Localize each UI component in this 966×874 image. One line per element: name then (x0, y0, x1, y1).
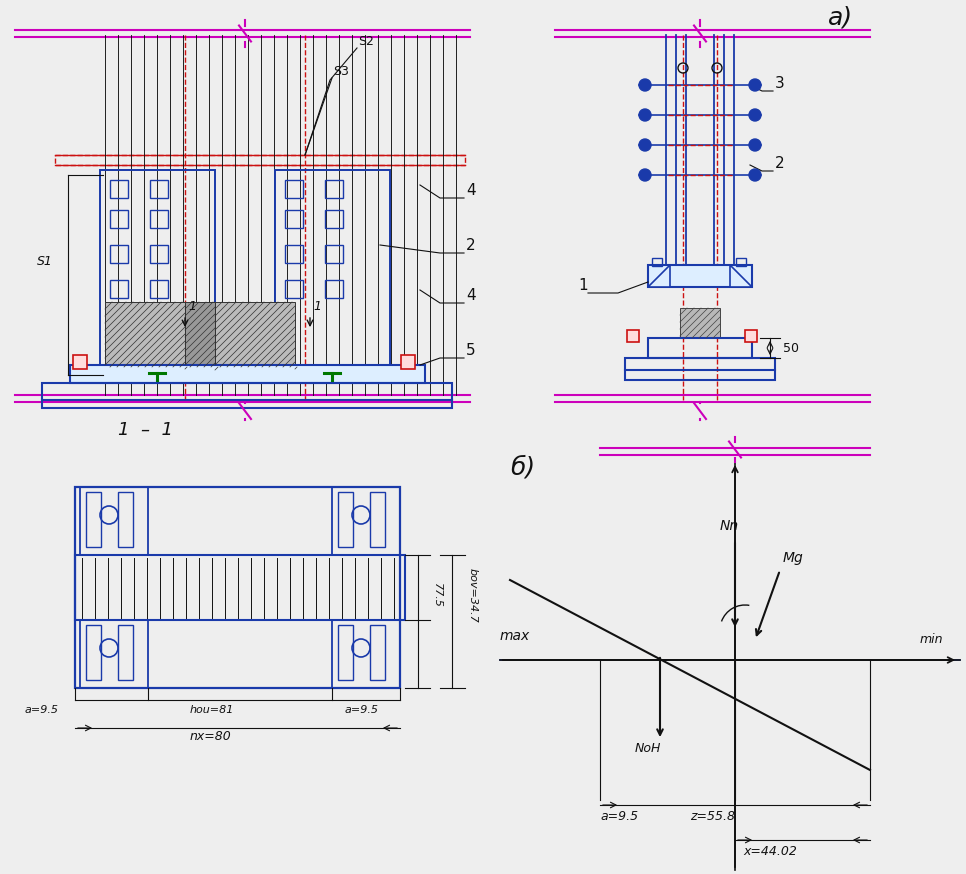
Bar (185, 302, 215, 367)
Bar (325, 280, 343, 298)
Bar (86, 625, 101, 680)
Polygon shape (730, 265, 752, 287)
Text: Nn: Nn (720, 519, 739, 533)
Bar (73, 355, 87, 369)
Bar (736, 258, 746, 266)
Bar (80, 487, 148, 555)
Circle shape (639, 79, 651, 91)
Text: 77.5: 77.5 (432, 583, 442, 607)
Bar (55, 155, 465, 165)
Bar (401, 355, 415, 369)
Text: 2: 2 (466, 238, 475, 253)
Bar (86, 492, 101, 547)
Bar (627, 330, 639, 342)
Bar (75, 555, 405, 620)
Text: z=55.8: z=55.8 (690, 810, 735, 823)
Bar (648, 338, 752, 358)
Circle shape (639, 139, 651, 151)
Text: 4: 4 (466, 288, 475, 303)
Bar (110, 280, 128, 298)
Circle shape (749, 79, 761, 91)
Bar (745, 330, 757, 342)
Bar (285, 245, 303, 263)
Bar (150, 180, 168, 198)
Bar (137, 368, 153, 376)
Bar (150, 210, 168, 228)
Text: nx=80: nx=80 (189, 730, 231, 743)
Bar (75, 487, 400, 688)
Text: б): б) (510, 456, 535, 480)
Bar (680, 308, 720, 338)
Bar (215, 302, 295, 367)
Bar (325, 210, 343, 228)
Text: bov=34.7: bov=34.7 (468, 567, 478, 622)
Bar (325, 245, 343, 263)
Text: 1: 1 (578, 278, 587, 293)
Text: 2: 2 (775, 156, 784, 171)
Bar (625, 358, 775, 380)
Bar (285, 180, 303, 198)
Text: 3: 3 (775, 76, 784, 91)
Bar (332, 487, 400, 555)
Bar (118, 492, 133, 547)
Text: S2: S2 (358, 35, 374, 48)
Text: 1  –  1: 1 – 1 (118, 421, 173, 439)
Bar (325, 180, 343, 198)
Bar (70, 365, 425, 383)
Bar (118, 625, 133, 680)
Text: а): а) (828, 6, 853, 30)
Bar (150, 245, 168, 263)
Text: hou=81: hou=81 (190, 705, 235, 715)
Bar (307, 368, 323, 376)
Circle shape (749, 139, 761, 151)
Bar (80, 620, 148, 688)
Bar (150, 280, 168, 298)
Text: Mg: Mg (783, 551, 804, 565)
Text: NoH: NoH (635, 742, 662, 755)
Text: x=44.02: x=44.02 (743, 845, 797, 858)
Bar (105, 302, 185, 367)
Bar (110, 245, 128, 263)
Bar (275, 170, 390, 370)
Text: min: min (920, 633, 944, 646)
Text: 4: 4 (466, 183, 475, 198)
Bar (370, 625, 385, 680)
Bar (110, 210, 128, 228)
Text: a=9.5: a=9.5 (25, 705, 59, 715)
Bar (652, 258, 662, 266)
Bar (332, 620, 400, 688)
Text: a=9.5: a=9.5 (600, 810, 639, 823)
Text: S1: S1 (37, 255, 53, 268)
Bar (648, 265, 752, 287)
Polygon shape (648, 265, 670, 287)
Bar (42, 383, 452, 408)
Text: max: max (500, 629, 530, 643)
Bar (285, 280, 303, 298)
Text: 1: 1 (188, 300, 196, 313)
Circle shape (749, 109, 761, 121)
Text: 1: 1 (313, 300, 321, 313)
Circle shape (639, 169, 651, 181)
Bar (338, 492, 353, 547)
Bar (338, 625, 353, 680)
Bar (285, 210, 303, 228)
Text: S3: S3 (333, 65, 349, 78)
Bar (110, 180, 128, 198)
Text: 5: 5 (466, 343, 475, 358)
Bar (100, 170, 215, 370)
Text: a=9.5: a=9.5 (345, 705, 379, 715)
Bar (370, 492, 385, 547)
Text: 50: 50 (783, 342, 799, 355)
Circle shape (749, 169, 761, 181)
Circle shape (639, 109, 651, 121)
